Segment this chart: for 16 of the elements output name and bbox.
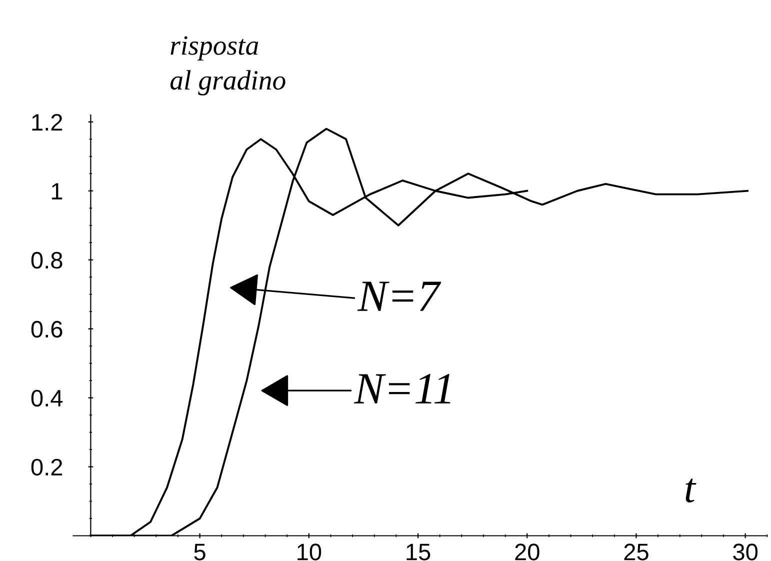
x-tick-label: 15 <box>406 544 430 560</box>
x-axis-title: t <box>686 478 696 503</box>
y-tick-label: 0.2 <box>31 458 62 476</box>
y-tick-label: 1 <box>52 183 62 200</box>
annotation: N=7 <box>357 282 442 311</box>
y-tick-label: 0.4 <box>31 390 63 407</box>
y-tick-label: 0.6 <box>31 320 62 338</box>
y-axis-title: risposta al gradino <box>170 36 286 96</box>
x-tick-label: 25 <box>624 544 648 560</box>
annotation: N=11 <box>354 374 450 404</box>
x-tick-label: 30 <box>733 544 758 560</box>
y-tick-label: 0.8 <box>31 252 62 269</box>
y-tick-label: 1.2 <box>32 114 62 130</box>
x-tick-label: 20 <box>515 544 540 560</box>
x-tick-label: 10 <box>298 544 322 560</box>
x-tick-label: 5 <box>194 544 206 560</box>
